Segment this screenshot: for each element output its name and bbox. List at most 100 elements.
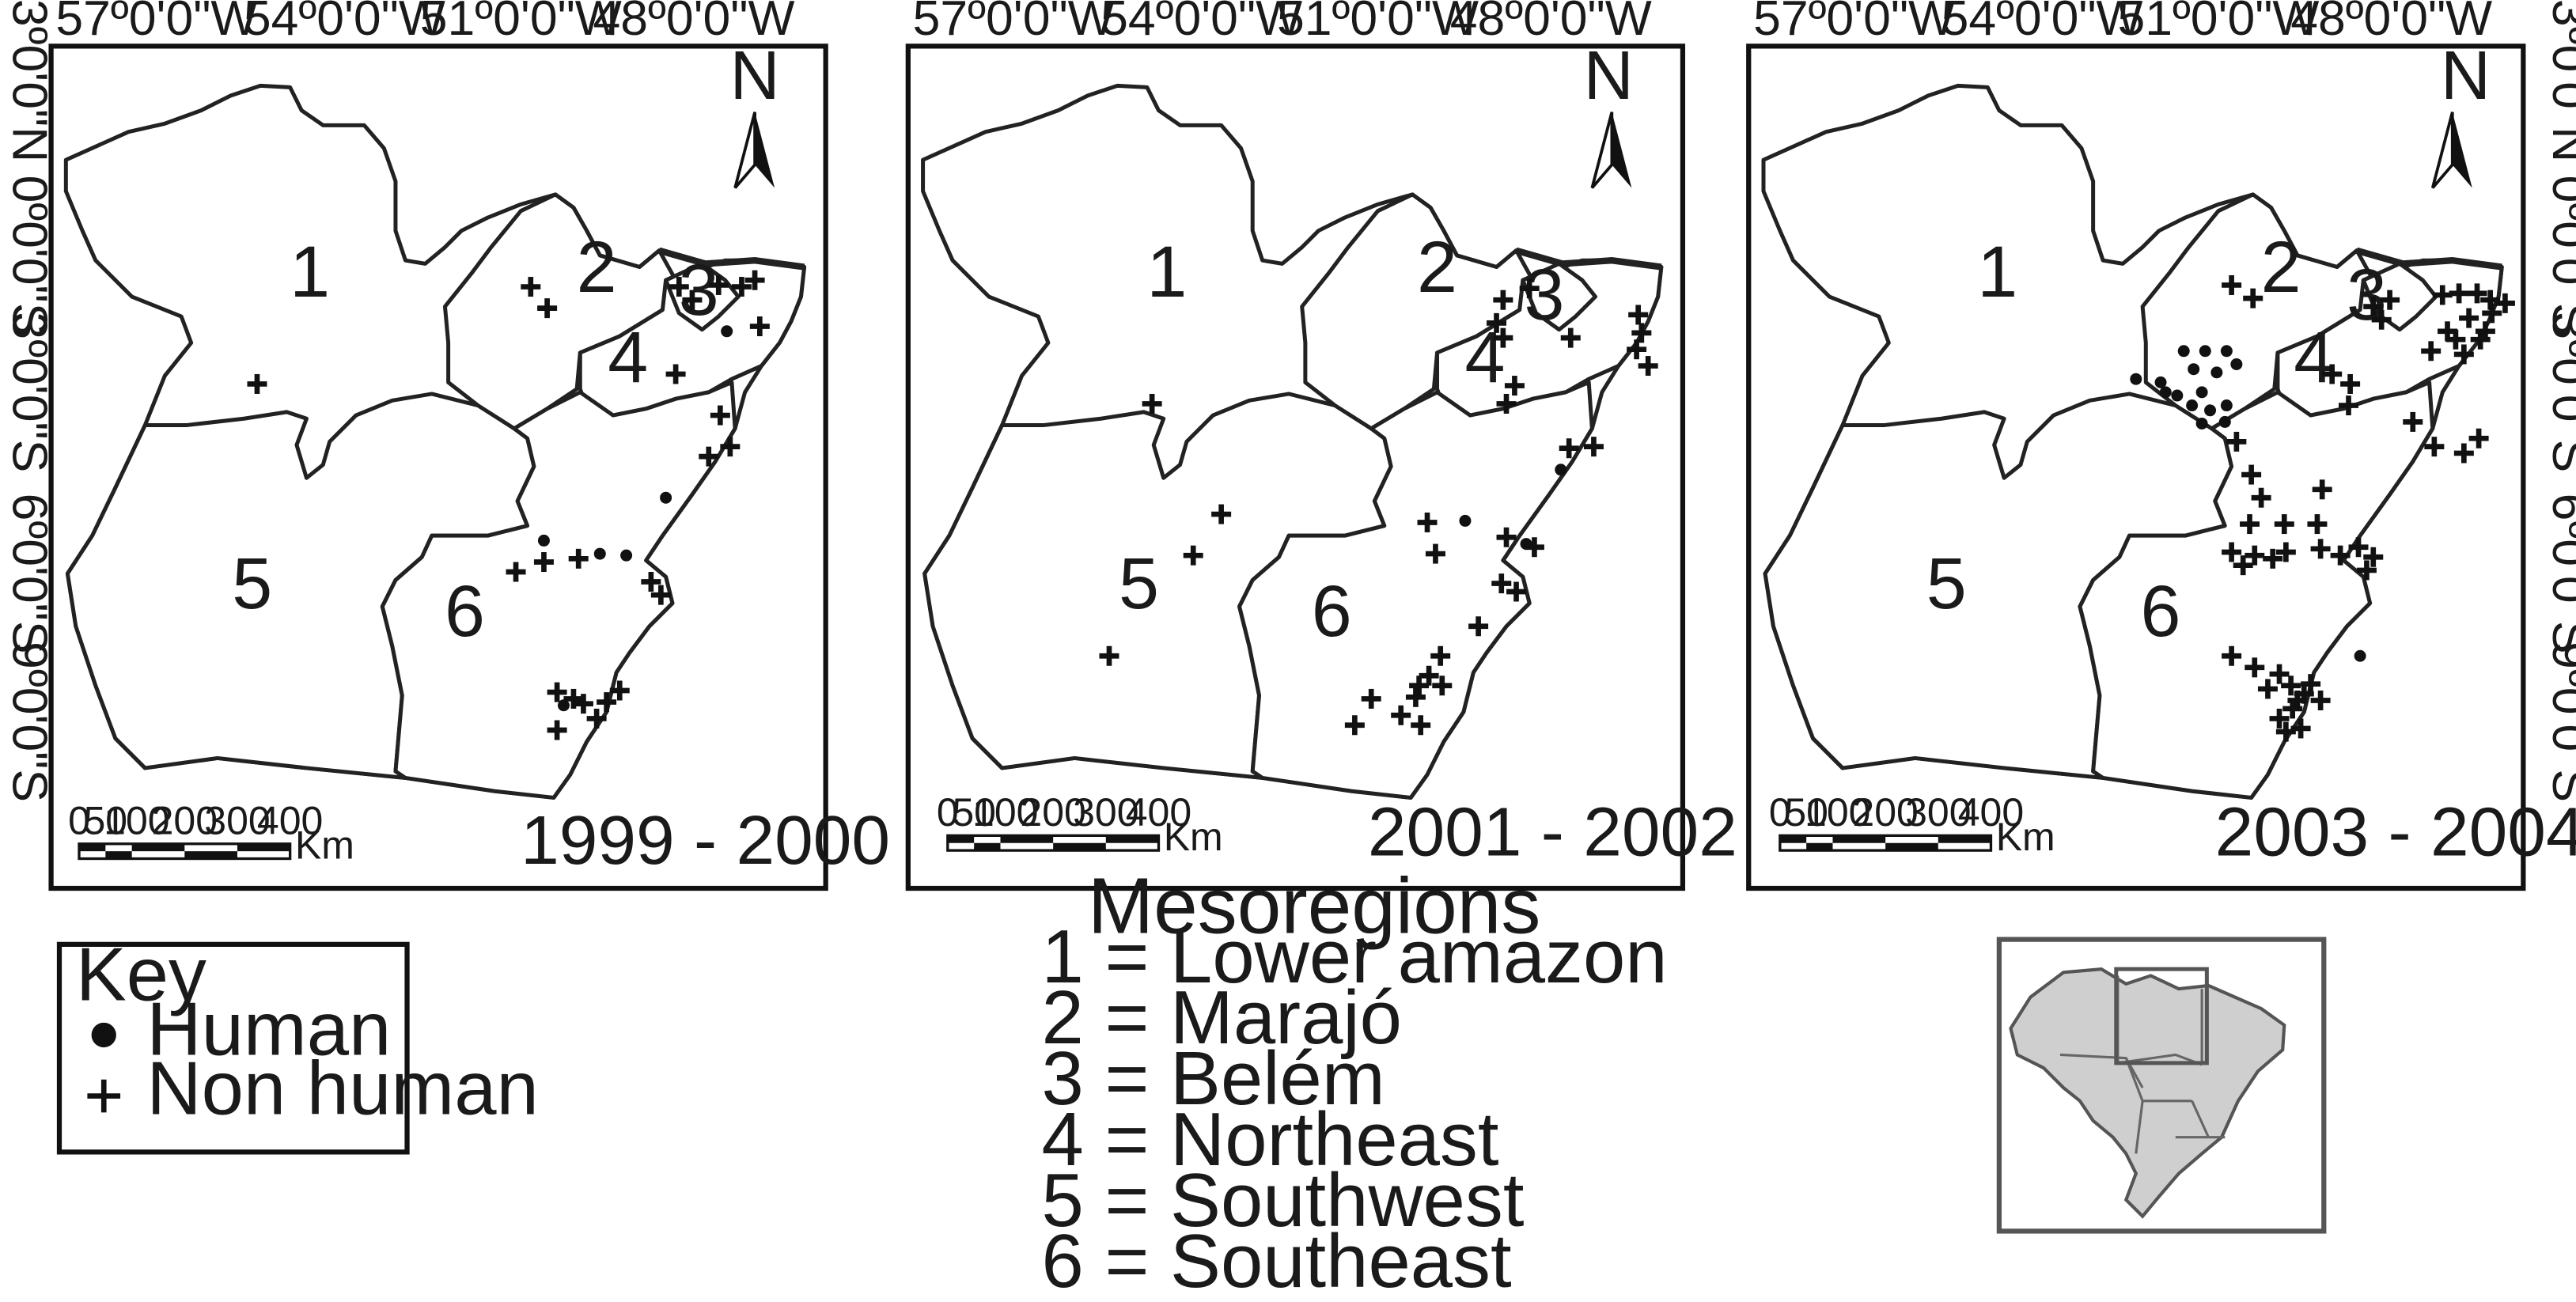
panel-1-labels: 57º0'0"W 54º0'0"W 51º0'0"W 48º0'0"W 3º0'… bbox=[2, 0, 890, 879]
scale-unit: Km bbox=[1996, 815, 2055, 859]
human-case-marker bbox=[2171, 389, 2184, 402]
human-case-marker bbox=[2210, 366, 2223, 379]
non-human-case-marker bbox=[2310, 691, 2331, 711]
human-case-marker bbox=[2220, 345, 2233, 358]
non-human-case-marker bbox=[609, 680, 630, 701]
non-human-case-marker bbox=[720, 437, 741, 457]
mesoregion-item: 3 = Belém bbox=[1042, 1036, 1385, 1121]
non-human-case-marker bbox=[2301, 674, 2321, 695]
mesoregion-item: 2 = Marajó bbox=[1042, 975, 1402, 1060]
non-human-case-marker bbox=[2233, 555, 2253, 576]
non-human-case-marker bbox=[1627, 339, 1647, 360]
region-2-label: 2 bbox=[577, 227, 617, 308]
lon-label: 57º0'0"W bbox=[913, 0, 1115, 46]
region-2-label: 2 bbox=[2261, 227, 2301, 308]
non-human-case-marker bbox=[2356, 560, 2377, 581]
map-panel-1999-2000 bbox=[48, 44, 828, 891]
non-human-case-marker bbox=[2449, 283, 2469, 304]
lat-label: 9º0'0"S bbox=[2542, 642, 2576, 802]
mesoregions-title: Mesoregions bbox=[1088, 861, 1540, 950]
non-human-case-marker bbox=[1504, 376, 1525, 396]
non-human-case-marker bbox=[2226, 431, 2247, 452]
human-case-marker bbox=[2220, 399, 2233, 412]
non-human-case-marker bbox=[537, 298, 558, 319]
non-human-case-marker bbox=[2240, 514, 2260, 535]
scale-unit: Km bbox=[295, 823, 354, 868]
human-case-marker bbox=[537, 534, 550, 547]
non-human-case-marker bbox=[1361, 688, 1381, 709]
non-human-case-marker bbox=[1183, 545, 1203, 566]
panel-1-markers bbox=[247, 270, 770, 740]
non-human-case-marker bbox=[1506, 581, 1527, 602]
non-human-case-marker bbox=[1496, 393, 1517, 414]
non-human-case-marker bbox=[247, 373, 267, 394]
non-human-case-marker bbox=[1142, 393, 1162, 414]
non-human-case-marker bbox=[2241, 464, 2262, 485]
non-human-case-marker bbox=[2453, 344, 2474, 365]
non-human-case-marker bbox=[1468, 616, 1489, 637]
non-human-case-marker bbox=[2348, 537, 2369, 558]
non-human-case-marker bbox=[1628, 305, 1649, 325]
non-human-case-marker bbox=[2222, 274, 2242, 295]
non-human-case-marker bbox=[708, 274, 729, 295]
mesoregion-item: 4 = Northeast bbox=[1042, 1097, 1499, 1182]
scale-tick: 200 bbox=[1020, 790, 1085, 835]
non-human-case-marker bbox=[2421, 341, 2442, 361]
non-human-case-marker bbox=[2245, 657, 2265, 678]
region-6-label: 6 bbox=[1312, 571, 1352, 652]
scale-tick: 300 bbox=[204, 798, 270, 842]
map-panel-2003-2004 bbox=[1746, 44, 2526, 891]
human-case-marker bbox=[2154, 376, 2167, 388]
non-human-case-marker bbox=[1519, 278, 1540, 299]
occurrence-markers bbox=[247, 270, 2515, 742]
non-human-case-marker bbox=[2468, 428, 2489, 449]
region-1-label: 1 bbox=[1977, 232, 2017, 312]
scale-tick: 50 bbox=[1784, 790, 1828, 835]
scale-bar bbox=[946, 834, 1161, 852]
non-human-case-marker bbox=[2380, 290, 2400, 310]
lon-label: 51º0'0"W bbox=[1277, 0, 1479, 46]
north-label: N bbox=[2441, 36, 2491, 114]
north-arrow bbox=[733, 112, 775, 189]
study-area-box bbox=[2114, 967, 2209, 1065]
legend-key: Key Human Non human bbox=[56, 933, 539, 1155]
non-human-case-marker bbox=[2475, 321, 2495, 342]
non-human-case-marker bbox=[2290, 718, 2311, 739]
lat-label: 3º0'0"N bbox=[2, 0, 58, 162]
non-human-case-marker bbox=[1344, 715, 1365, 736]
north-label: N bbox=[729, 36, 779, 114]
human-case-marker bbox=[1459, 514, 1472, 527]
lon-label: 57º0'0"W bbox=[55, 0, 257, 46]
non-human-case-marker bbox=[1583, 437, 1604, 457]
non-human-case-marker bbox=[2363, 547, 2384, 567]
non-human-case-marker bbox=[744, 270, 765, 290]
non-human-case-marker bbox=[2222, 542, 2242, 562]
non-human-case-marker bbox=[1419, 665, 1439, 686]
non-human-case-marker bbox=[2424, 437, 2445, 457]
non-human-case-marker bbox=[682, 290, 703, 310]
region-5-label: 5 bbox=[1926, 543, 1967, 624]
non-human-case-marker bbox=[2269, 708, 2290, 729]
region-2-label: 2 bbox=[1417, 227, 1457, 308]
lon-label: 54º0'0"W bbox=[244, 0, 445, 46]
lon-label: 54º0'0"W bbox=[1100, 0, 1302, 46]
lon-label: 48º0'0"W bbox=[2290, 0, 2492, 46]
non-human-case-marker bbox=[2274, 514, 2294, 535]
non-human-case-marker bbox=[749, 316, 770, 337]
non-human-case-marker bbox=[1099, 645, 1119, 666]
scale-tick: 400 bbox=[1958, 790, 2024, 835]
legend-non-human-label: Non human bbox=[146, 1046, 538, 1130]
non-human-case-marker bbox=[2243, 288, 2263, 308]
non-human-case-marker bbox=[521, 277, 541, 297]
north-label: N bbox=[1584, 36, 1634, 114]
non-human-case-marker bbox=[1391, 705, 1411, 725]
human-case-marker bbox=[2354, 649, 2366, 662]
scale-bar bbox=[1779, 834, 1993, 852]
mesoregions-legend: Mesoregions 1 = Lower amazon 2 = Marajó … bbox=[1042, 861, 1668, 1302]
panel-3-labels: 57º0'0"W 54º0'0"W 51º0'0"W 48º0'0"W 3º0'… bbox=[1753, 0, 2576, 870]
non-human-case-marker bbox=[710, 405, 730, 426]
non-human-case-marker bbox=[2275, 542, 2296, 562]
human-case-marker bbox=[1555, 464, 1567, 476]
lon-label: 57º0'0"W bbox=[1753, 0, 1955, 46]
